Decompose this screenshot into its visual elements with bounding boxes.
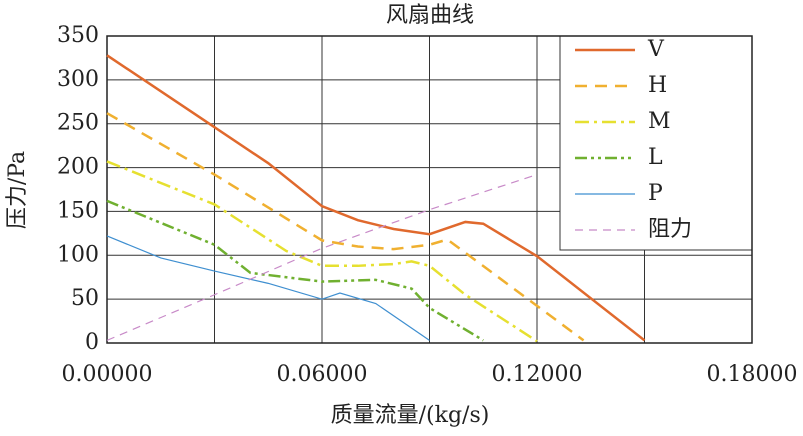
series-line [106,112,585,342]
legend-label: V [647,37,665,62]
y-tick-label: 150 [57,198,99,223]
plot-frame [106,35,753,344]
y-tick-label: 250 [57,111,99,136]
legend-label: L [648,145,663,170]
y-tick-label: 50 [71,286,99,311]
series-line [106,174,538,341]
legend-box [559,35,753,251]
y-tick-label: 350 [57,23,99,48]
legend-label: 阻力 [648,217,692,242]
legend-label: M [648,109,671,134]
x-tick-label: 0.06000 [277,362,368,387]
y-axis-label: 压力/Pa [5,151,30,229]
series-line [106,160,538,343]
series-line [106,199,484,342]
legend-label: H [648,73,667,98]
x-tick-label: 0.12000 [492,362,583,387]
y-tick-label: 0 [85,330,99,355]
x-tick-label: 0.00000 [62,362,153,387]
series-line [106,235,430,341]
y-tick-label: 300 [57,67,99,92]
series-line [106,54,646,342]
y-tick-label: 100 [57,242,99,267]
x-axis-label: 质量流量/(kg/s) [331,403,490,428]
x-tick-label: 0.18000 [707,362,798,387]
chart-title: 风扇曲线 [386,3,474,28]
legend-label: P [648,181,663,206]
y-tick-label: 200 [57,155,99,180]
